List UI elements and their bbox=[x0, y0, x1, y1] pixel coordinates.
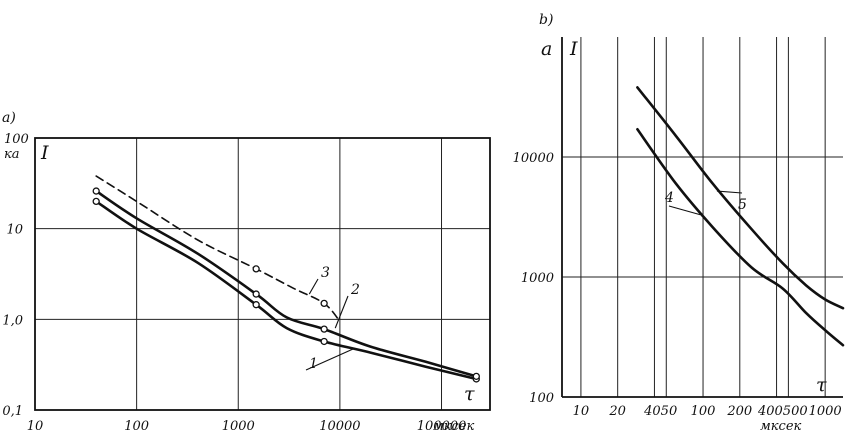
panel-a-y-tick-label: 0,1 bbox=[2, 404, 23, 419]
panel-a-series-2-marker bbox=[320, 325, 328, 333]
panel-a: 10 100 1000 10000 1000000,11,010100каa)Iτмкс… bbox=[2, 110, 491, 434]
panel-a-series-3-label: 3 bbox=[321, 265, 330, 281]
panel-a-series-2-marker bbox=[252, 290, 260, 298]
panel-a-x-unit-text: мксек bbox=[433, 419, 475, 434]
panel-a-series-3-line bbox=[95, 175, 341, 323]
panel-a-y-unit-value: 100 bbox=[4, 132, 29, 147]
panel-a-series-2-marker bbox=[92, 187, 100, 195]
panel-a-series-2-line bbox=[94, 189, 478, 378]
panel-a-label: a) bbox=[2, 110, 16, 126]
panel-a-x-tick-label: 10000 bbox=[319, 419, 360, 434]
panel-b-y-axis-symbol: I bbox=[569, 38, 578, 60]
panel-b-series-5-label: 5 bbox=[738, 197, 747, 213]
panel-b-x-tick-label: 400500 bbox=[757, 404, 808, 419]
panel-a-x-tick-label: 10 bbox=[27, 419, 44, 434]
panel-a-series-3-leader bbox=[308, 278, 319, 295]
panel-a-y-tick-label: 10 bbox=[6, 223, 23, 238]
panel-a-y-tick-label: 1,0 bbox=[2, 313, 23, 328]
panel-b-x-axis-symbol: τ bbox=[816, 374, 827, 396]
panel-b-x-tick-label: 20 bbox=[608, 404, 626, 419]
panel-a-series-2-marker bbox=[472, 372, 480, 381]
panel-a-x-axis-symbol: τ bbox=[464, 383, 475, 405]
panel-a-series-1-marker bbox=[252, 301, 260, 309]
panel-b-y-unit-text: a bbox=[541, 38, 552, 60]
panel-a-series-2-leader bbox=[334, 295, 349, 329]
panel-a-series-1-label: 1 bbox=[309, 356, 318, 372]
panel-b-series-4-line bbox=[636, 128, 845, 347]
panel-b-x-unit-text: мксек bbox=[760, 419, 802, 434]
panel-a-series-1-line bbox=[94, 200, 478, 381]
panel-a-y-axis-symbol: I bbox=[40, 142, 49, 164]
panel-b-series-5-line bbox=[636, 86, 845, 310]
panel-b-series-4-label: 4 bbox=[664, 190, 674, 206]
panel-a-y-unit-text: ка bbox=[4, 147, 20, 162]
panel-a-series-3-marker bbox=[252, 265, 260, 273]
panel-b-x-tick-label: 200 bbox=[726, 404, 752, 419]
panel-a-plot-frame bbox=[34, 137, 491, 411]
panel-b-y-tick-label: 100 bbox=[529, 391, 554, 406]
panel-a-series-3-marker bbox=[320, 299, 328, 308]
panel-a-x-tick-label: 100 bbox=[124, 419, 149, 434]
panel-b-x-tick-label: 100 bbox=[691, 404, 716, 419]
panel-a-x-tick-label: 100000 bbox=[417, 419, 467, 434]
panel-a-series-1-marker bbox=[320, 337, 328, 346]
panel-a-x-tick-label: 1000 bbox=[222, 419, 255, 434]
panel-b-x-tick-label: 10 bbox=[573, 404, 590, 419]
panel-b-y-tick-label: 1000 bbox=[521, 271, 554, 286]
panel-b-series-5-leader bbox=[716, 190, 743, 194]
panel-b-label: b) bbox=[539, 12, 553, 28]
panel-b-x-tick-label: 4050 bbox=[643, 404, 677, 419]
panel-b-y-tick-label: 10000 bbox=[513, 151, 554, 166]
panel-a-series-1-leader bbox=[305, 347, 355, 371]
panel-b-x-tick-label: 1000 bbox=[809, 404, 842, 419]
panel-b-series-4-leader bbox=[668, 205, 701, 216]
panel-a-series-2-label: 2 bbox=[350, 282, 360, 298]
panel-a-series-1-marker bbox=[92, 197, 100, 206]
